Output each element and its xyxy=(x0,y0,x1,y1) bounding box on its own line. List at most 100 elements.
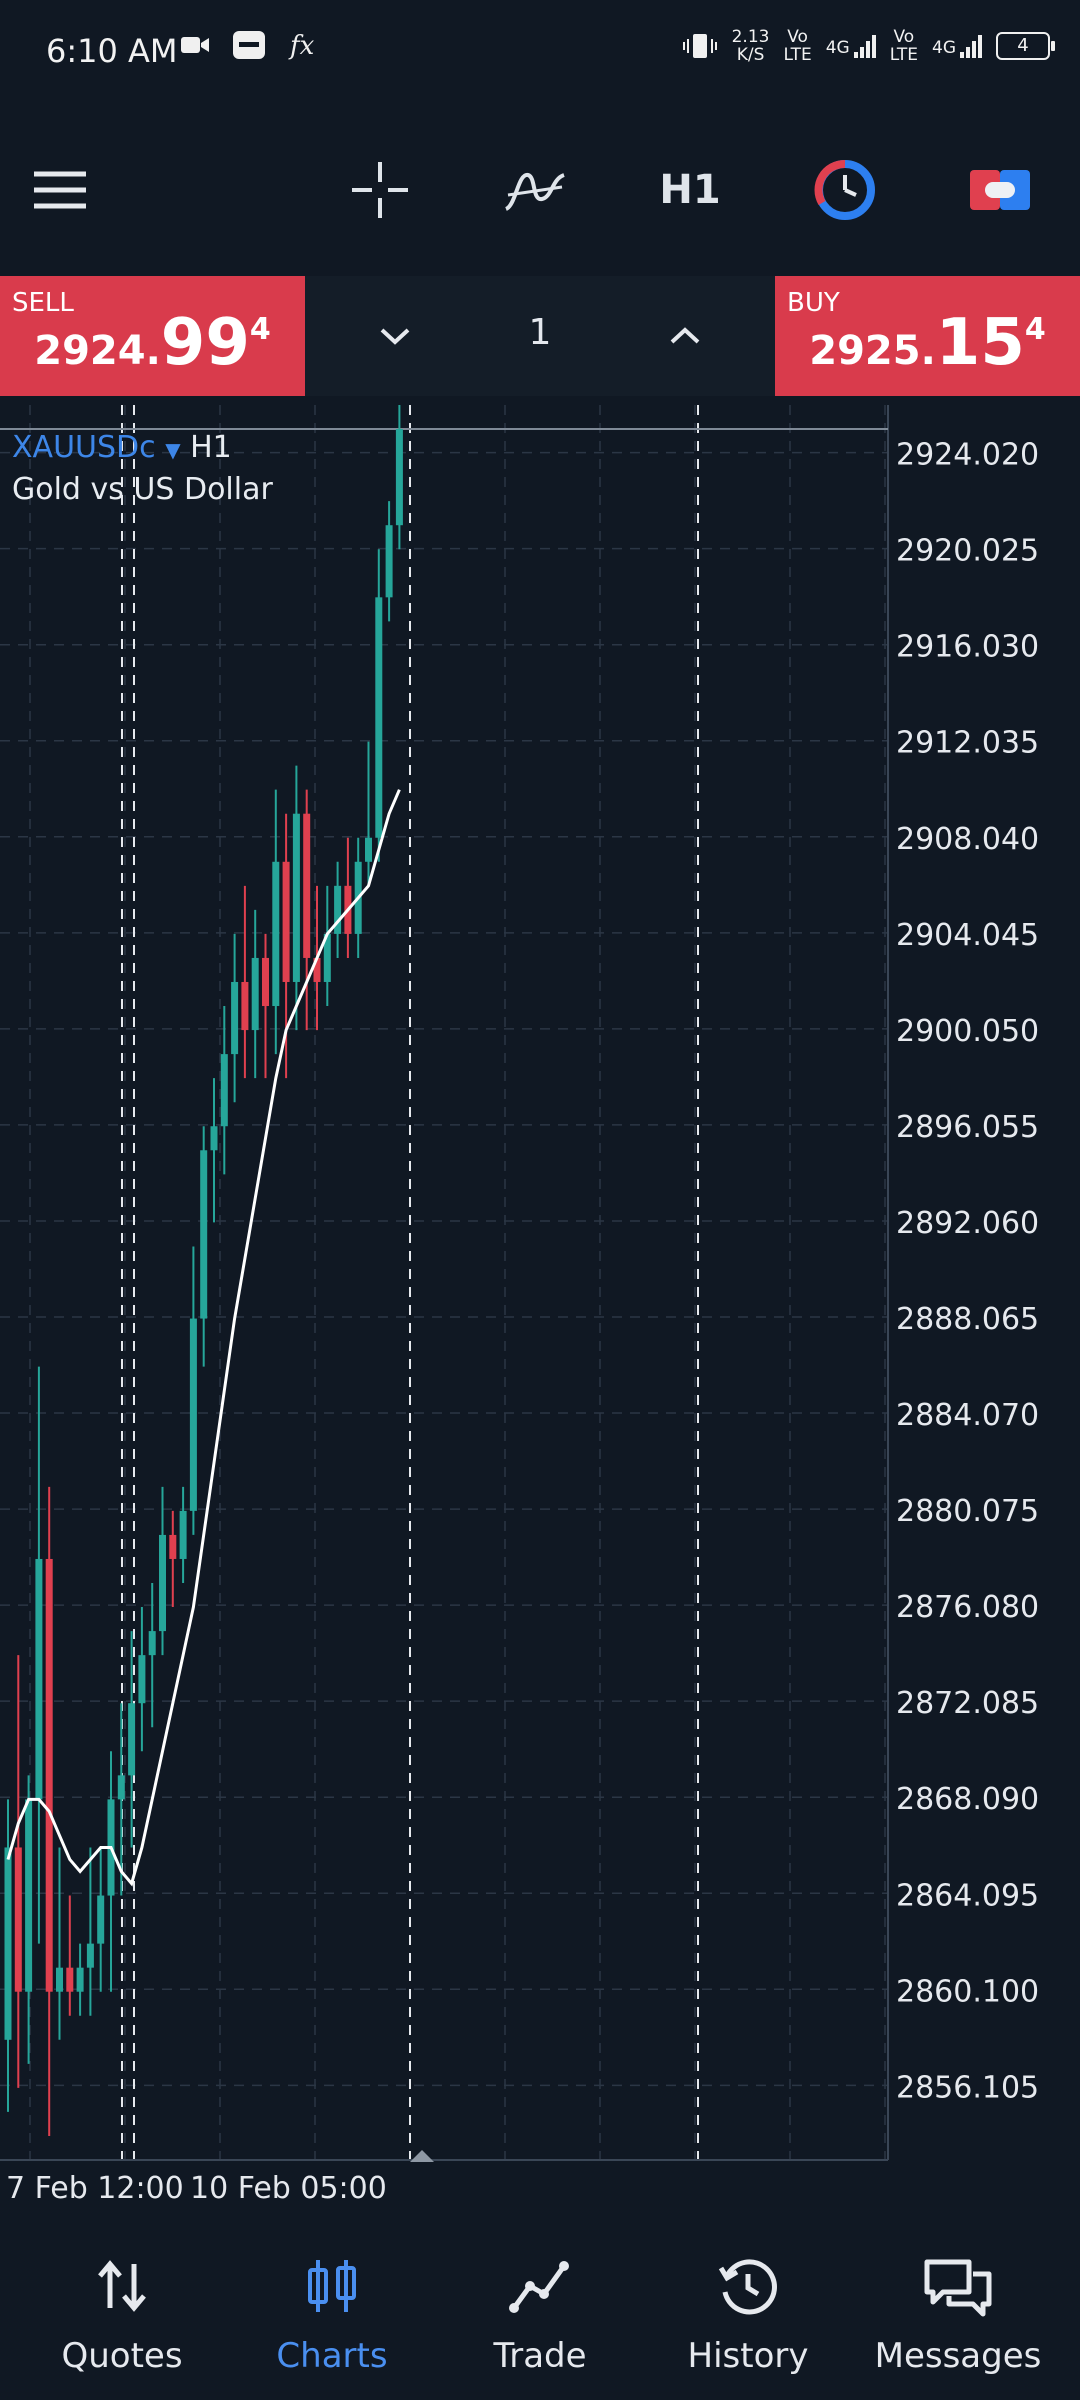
svg-text:fx: fx xyxy=(288,31,315,60)
candle-body xyxy=(241,981,249,1031)
nav-messages-label: Messages xyxy=(874,2336,1042,2376)
x-tick-label: 7 Feb 12:00 xyxy=(6,2171,184,2200)
status-bar: 6:10 AM fx 2.13 K/S Vo LTE 4G Vo LTE 4G … xyxy=(0,0,1080,110)
candle-body xyxy=(272,861,280,1007)
y-tick-label: 2860.100 xyxy=(896,1974,1039,2009)
y-tick-label: 2896.055 xyxy=(896,1110,1039,1145)
sell-button[interactable]: SELL 2924.994 xyxy=(0,276,305,396)
candle-body xyxy=(117,1775,125,1800)
net1-label: 4G xyxy=(825,38,850,58)
volume-value[interactable]: 1 xyxy=(528,312,552,353)
candle-body xyxy=(25,1799,33,1992)
candle-body xyxy=(56,1967,63,1992)
y-tick-label: 2872.085 xyxy=(896,1686,1039,1721)
y-tick-label: 2884.070 xyxy=(896,1398,1039,1433)
menu-icon xyxy=(34,171,86,209)
chart-symbol[interactable]: XAUUSDc xyxy=(12,430,156,465)
buy-button[interactable]: BUY 2925.154 xyxy=(775,276,1080,396)
buy-price-small: 2925. xyxy=(809,328,936,374)
sell-price-small: 2924. xyxy=(34,328,161,374)
chevron-down-icon xyxy=(380,328,410,345)
nav-quotes[interactable]: Quotes xyxy=(14,2230,230,2400)
battery-level: 4 xyxy=(1017,35,1029,56)
sim2-lte: LTE xyxy=(889,45,918,65)
candle-body xyxy=(45,1558,53,1992)
trade-toggle-button[interactable] xyxy=(960,140,1040,240)
crosshair-button[interactable] xyxy=(340,140,420,240)
time-marker-icon xyxy=(410,2150,434,2162)
candle-body xyxy=(210,1126,218,1151)
nav-quotes-label: Quotes xyxy=(61,2336,183,2376)
history-clock-icon xyxy=(718,2259,777,2315)
sell-label: SELL xyxy=(12,288,74,318)
symbol-dropdown-icon[interactable]: ▼ xyxy=(165,438,181,462)
status-time: 6:10 AM xyxy=(46,32,178,70)
candle-body xyxy=(395,429,403,526)
candle-body xyxy=(169,1534,177,1559)
candle-body xyxy=(323,933,331,982)
candle-body xyxy=(334,885,342,934)
candle-body xyxy=(303,813,311,958)
nav-charts-label: Charts xyxy=(276,2336,388,2376)
clock-icon xyxy=(814,159,875,220)
notification-icons: fx xyxy=(180,30,320,60)
y-tick-label: 2900.050 xyxy=(896,1014,1039,1049)
crosshair-icon xyxy=(352,162,408,218)
data-speed: 2.13 K/S xyxy=(732,28,770,64)
sell-price-sup: 4 xyxy=(249,312,271,347)
candle-body xyxy=(86,1943,94,1968)
indicators-button[interactable] xyxy=(495,140,575,240)
timeframe-button[interactable]: H1 xyxy=(640,140,740,240)
quotes-arrows-icon xyxy=(98,2260,146,2312)
clock-button[interactable] xyxy=(805,140,885,240)
nav-messages[interactable]: Messages xyxy=(850,2230,1066,2400)
y-tick-label: 2916.030 xyxy=(896,630,1039,665)
candle-body xyxy=(231,981,239,1055)
price-chart[interactable]: 2924.020 2920.025 2916.030 2912.035 2908.040… xyxy=(0,400,1080,2200)
y-tick-label: 2868.090 xyxy=(896,1782,1039,1817)
y-tick-label: 2912.035 xyxy=(896,726,1039,761)
trade-toggle-icon xyxy=(970,170,1030,210)
sim2-vo: Vo xyxy=(893,27,915,47)
nav-trade-label: Trade xyxy=(493,2336,587,2376)
buy-price-big: 15 xyxy=(935,306,1025,380)
candle-body xyxy=(179,1510,187,1559)
net2-label: 4G xyxy=(932,38,956,58)
y-tick-label: 2876.080 xyxy=(896,1590,1039,1625)
sell-price: 2924.994 xyxy=(0,306,305,380)
timeframe-label: H1 xyxy=(659,167,721,213)
data-speed-unit: K/S xyxy=(736,45,765,65)
y-tick-label: 2880.075 xyxy=(896,1494,1039,1529)
candle-body xyxy=(292,813,300,982)
candle-body xyxy=(200,1150,208,1319)
volume-decrease-button[interactable] xyxy=(365,306,425,366)
nav-history[interactable]: History xyxy=(640,2230,856,2400)
trade-line-icon xyxy=(509,2261,569,2313)
buy-label: BUY xyxy=(787,288,840,318)
chart-timeframe: H1 xyxy=(190,430,232,465)
candle-body xyxy=(97,1895,105,1944)
chevron-up-icon xyxy=(670,327,700,344)
nav-charts[interactable]: Charts xyxy=(224,2230,440,2400)
candle-body xyxy=(159,1534,166,1632)
candle-body xyxy=(14,1847,22,1992)
candle-body xyxy=(313,957,321,982)
signal-2: 4G xyxy=(932,34,982,58)
signal-icon xyxy=(960,35,982,58)
candle-body xyxy=(76,1967,84,1992)
y-tick-label: 2892.060 xyxy=(896,1206,1039,1241)
chart-symbol-header: XAUUSDc ▼ H1 xyxy=(12,430,232,465)
sell-price-big: 99 xyxy=(160,306,250,380)
sim1-vo: Vo xyxy=(787,27,808,47)
video-camera-icon xyxy=(181,37,209,53)
chart-symbol-description: Gold vs US Dollar xyxy=(12,472,273,507)
volume-increase-button[interactable] xyxy=(655,306,715,366)
vibrate-icon xyxy=(682,34,717,58)
candle-body xyxy=(148,1631,156,1656)
y-tick-label: 2888.065 xyxy=(896,1302,1039,1337)
bottom-navigation: Quotes Charts Trade History Messages xyxy=(0,2230,1080,2400)
menu-button[interactable] xyxy=(20,140,100,240)
data-speed-value: 2.13 xyxy=(731,27,770,47)
nav-trade[interactable]: Trade xyxy=(432,2230,648,2400)
candle-body xyxy=(138,1655,146,1704)
